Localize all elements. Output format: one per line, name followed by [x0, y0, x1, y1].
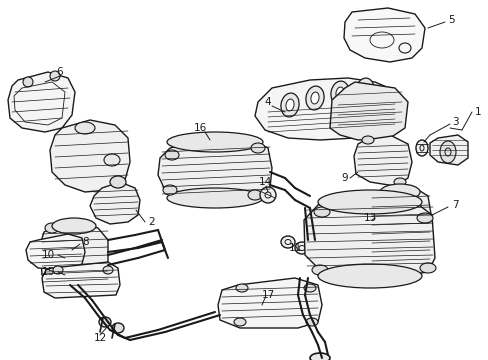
Ellipse shape: [439, 141, 455, 163]
Text: 13: 13: [363, 213, 376, 223]
Ellipse shape: [163, 185, 177, 195]
Ellipse shape: [236, 284, 247, 292]
Ellipse shape: [360, 84, 368, 96]
Ellipse shape: [281, 236, 294, 248]
Text: 16: 16: [193, 123, 206, 133]
Ellipse shape: [234, 318, 245, 326]
Ellipse shape: [330, 81, 348, 105]
Polygon shape: [218, 278, 321, 328]
Text: 15: 15: [41, 267, 55, 277]
Polygon shape: [329, 82, 407, 140]
Ellipse shape: [247, 190, 262, 200]
Ellipse shape: [305, 318, 317, 326]
Polygon shape: [369, 186, 431, 270]
Ellipse shape: [260, 187, 275, 203]
Ellipse shape: [75, 122, 95, 134]
Ellipse shape: [110, 176, 126, 188]
Text: 9: 9: [341, 173, 347, 183]
Polygon shape: [40, 222, 108, 288]
Text: 8: 8: [82, 237, 88, 247]
Ellipse shape: [88, 277, 102, 287]
Polygon shape: [429, 135, 467, 165]
Ellipse shape: [317, 264, 421, 288]
Polygon shape: [343, 8, 424, 62]
Text: 6: 6: [57, 67, 63, 77]
Ellipse shape: [317, 190, 421, 214]
Ellipse shape: [52, 280, 96, 296]
Ellipse shape: [164, 150, 179, 160]
Ellipse shape: [379, 184, 419, 200]
Ellipse shape: [313, 207, 329, 217]
Text: 14: 14: [258, 177, 271, 187]
Ellipse shape: [50, 71, 60, 81]
Ellipse shape: [305, 86, 324, 110]
Ellipse shape: [361, 136, 373, 144]
Polygon shape: [304, 198, 434, 278]
Polygon shape: [42, 262, 120, 298]
Ellipse shape: [410, 259, 424, 269]
Text: 7: 7: [451, 200, 458, 210]
Ellipse shape: [280, 93, 299, 117]
Ellipse shape: [377, 261, 421, 279]
Text: 10: 10: [42, 250, 55, 260]
Ellipse shape: [53, 266, 63, 274]
Text: 2: 2: [148, 217, 154, 227]
Ellipse shape: [294, 242, 308, 254]
Ellipse shape: [99, 317, 111, 327]
Ellipse shape: [355, 78, 373, 102]
Ellipse shape: [52, 218, 96, 234]
Ellipse shape: [415, 140, 427, 156]
Polygon shape: [8, 72, 75, 132]
Ellipse shape: [104, 154, 120, 166]
Polygon shape: [50, 120, 130, 192]
Ellipse shape: [310, 92, 319, 104]
Text: 12: 12: [93, 333, 106, 343]
Polygon shape: [353, 136, 411, 186]
Ellipse shape: [419, 263, 435, 273]
Polygon shape: [158, 138, 271, 200]
Ellipse shape: [250, 143, 264, 153]
Ellipse shape: [167, 188, 263, 208]
Ellipse shape: [45, 223, 59, 233]
Text: 5: 5: [447, 15, 454, 25]
Polygon shape: [254, 78, 404, 140]
Text: 3: 3: [451, 117, 458, 127]
Ellipse shape: [309, 353, 329, 360]
Ellipse shape: [167, 132, 263, 152]
Polygon shape: [90, 182, 140, 224]
Ellipse shape: [311, 265, 327, 275]
Text: 11: 11: [288, 243, 301, 253]
Ellipse shape: [285, 99, 293, 111]
Ellipse shape: [416, 213, 432, 223]
Text: 4: 4: [264, 97, 271, 107]
Polygon shape: [26, 234, 85, 270]
Ellipse shape: [335, 87, 344, 99]
Ellipse shape: [103, 266, 113, 274]
Ellipse shape: [393, 178, 405, 186]
Ellipse shape: [380, 191, 394, 201]
Ellipse shape: [304, 284, 315, 292]
Text: 17: 17: [261, 290, 274, 300]
Ellipse shape: [23, 77, 33, 87]
Ellipse shape: [112, 323, 124, 333]
Text: 1: 1: [474, 107, 481, 117]
